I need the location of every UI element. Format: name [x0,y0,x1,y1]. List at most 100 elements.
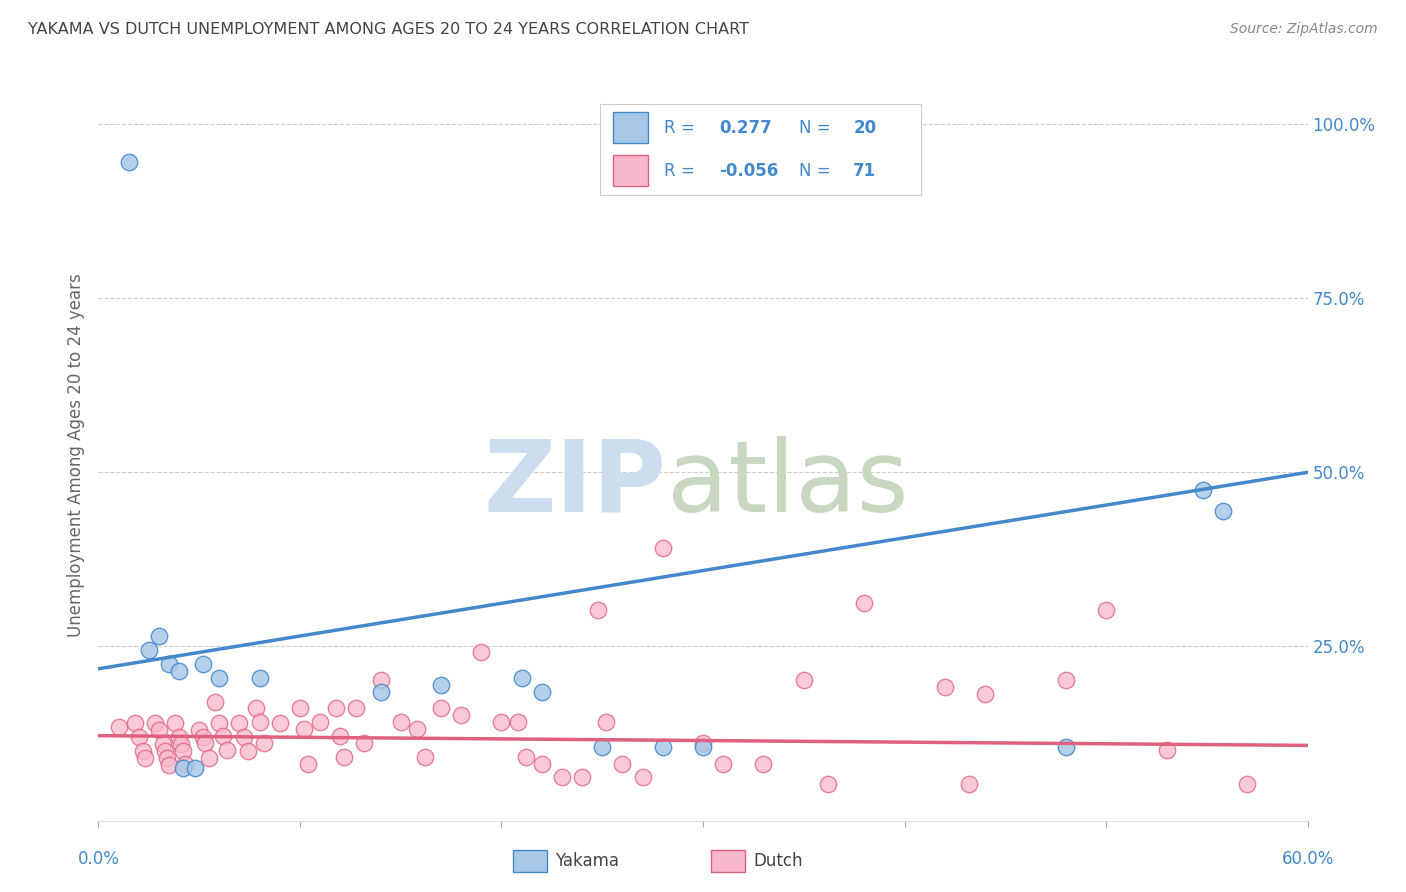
Point [194,736,217,750]
Bar [513,849,547,872]
Point [651,541,673,555]
Bar [711,849,745,872]
Point [148,629,170,643]
Point [1054,673,1077,687]
Point [325,700,347,714]
Point [208,716,231,731]
Point [1095,603,1118,617]
Point [309,714,332,729]
Point [217,742,239,756]
Point [1191,483,1213,497]
Bar [613,112,648,143]
Point [232,730,254,744]
Point [143,716,166,731]
Point [353,736,375,750]
Point [148,723,170,737]
Point [157,657,180,671]
Point [156,751,179,765]
Point [591,740,613,755]
Point [333,749,356,764]
Point [470,645,492,659]
Point [292,722,315,736]
Point [510,671,533,685]
Text: N =: N = [799,161,835,179]
Point [269,716,291,731]
Text: N =: N = [799,119,835,136]
Point [163,716,186,731]
Point [107,720,129,734]
Text: 0.277: 0.277 [718,119,772,136]
Text: Source: ZipAtlas.com: Source: ZipAtlas.com [1230,22,1378,37]
Point [198,751,221,765]
Text: 60.0%: 60.0% [1281,850,1334,868]
Point [934,680,956,694]
Point [344,700,367,714]
Point [405,722,427,736]
Text: Yakama: Yakama [555,852,620,870]
Point [208,671,231,685]
Point [212,729,235,743]
Y-axis label: Unemployment Among Ages 20 to 24 years: Unemployment Among Ages 20 to 24 years [66,273,84,637]
Text: R =: R = [664,161,700,179]
Text: 0.0%: 0.0% [77,850,120,868]
Point [118,155,141,169]
Point [692,736,714,750]
Point [249,714,271,729]
Point [817,777,839,791]
Point [370,673,392,687]
Point [132,744,155,758]
Point [413,749,436,764]
Point [515,749,537,764]
Text: R =: R = [664,119,700,136]
Point [793,673,815,687]
Point [711,756,734,771]
Point [253,736,276,750]
Point [752,756,775,771]
Text: -0.056: -0.056 [718,161,778,179]
Point [370,685,392,699]
Point [124,716,146,731]
Point [228,716,250,731]
Point [204,695,226,709]
Point [167,664,190,678]
Point [172,761,194,775]
Point [188,723,211,737]
Point [1236,777,1258,791]
Point [249,671,271,685]
Point [595,714,617,729]
Point [193,657,215,671]
Point [853,596,876,610]
Point [430,700,453,714]
Point [236,744,259,758]
Point [153,744,176,758]
Point [430,678,453,692]
Point [571,771,593,785]
Point [174,756,197,771]
Text: 20: 20 [853,119,876,136]
Point [631,771,654,785]
Point [612,756,634,771]
Point [389,714,412,729]
Point [506,714,529,729]
Point [170,737,193,751]
Point [1156,742,1178,756]
Point [450,707,472,722]
Point [551,771,574,785]
Point [138,643,160,657]
Point [329,729,352,743]
Point [491,714,513,729]
Text: Dutch: Dutch [754,852,803,870]
Point [651,740,673,755]
Text: 71: 71 [853,161,876,179]
Point [530,756,553,771]
Text: ZIP: ZIP [484,435,666,533]
Text: YAKAMA VS DUTCH UNEMPLOYMENT AMONG AGES 20 TO 24 YEARS CORRELATION CHART: YAKAMA VS DUTCH UNEMPLOYMENT AMONG AGES … [28,22,749,37]
Point [530,685,553,699]
Point [957,777,980,791]
Point [193,730,215,744]
Point [586,603,609,617]
Point [1054,740,1077,755]
Bar [613,155,648,186]
Point [172,744,194,758]
Point [297,756,319,771]
